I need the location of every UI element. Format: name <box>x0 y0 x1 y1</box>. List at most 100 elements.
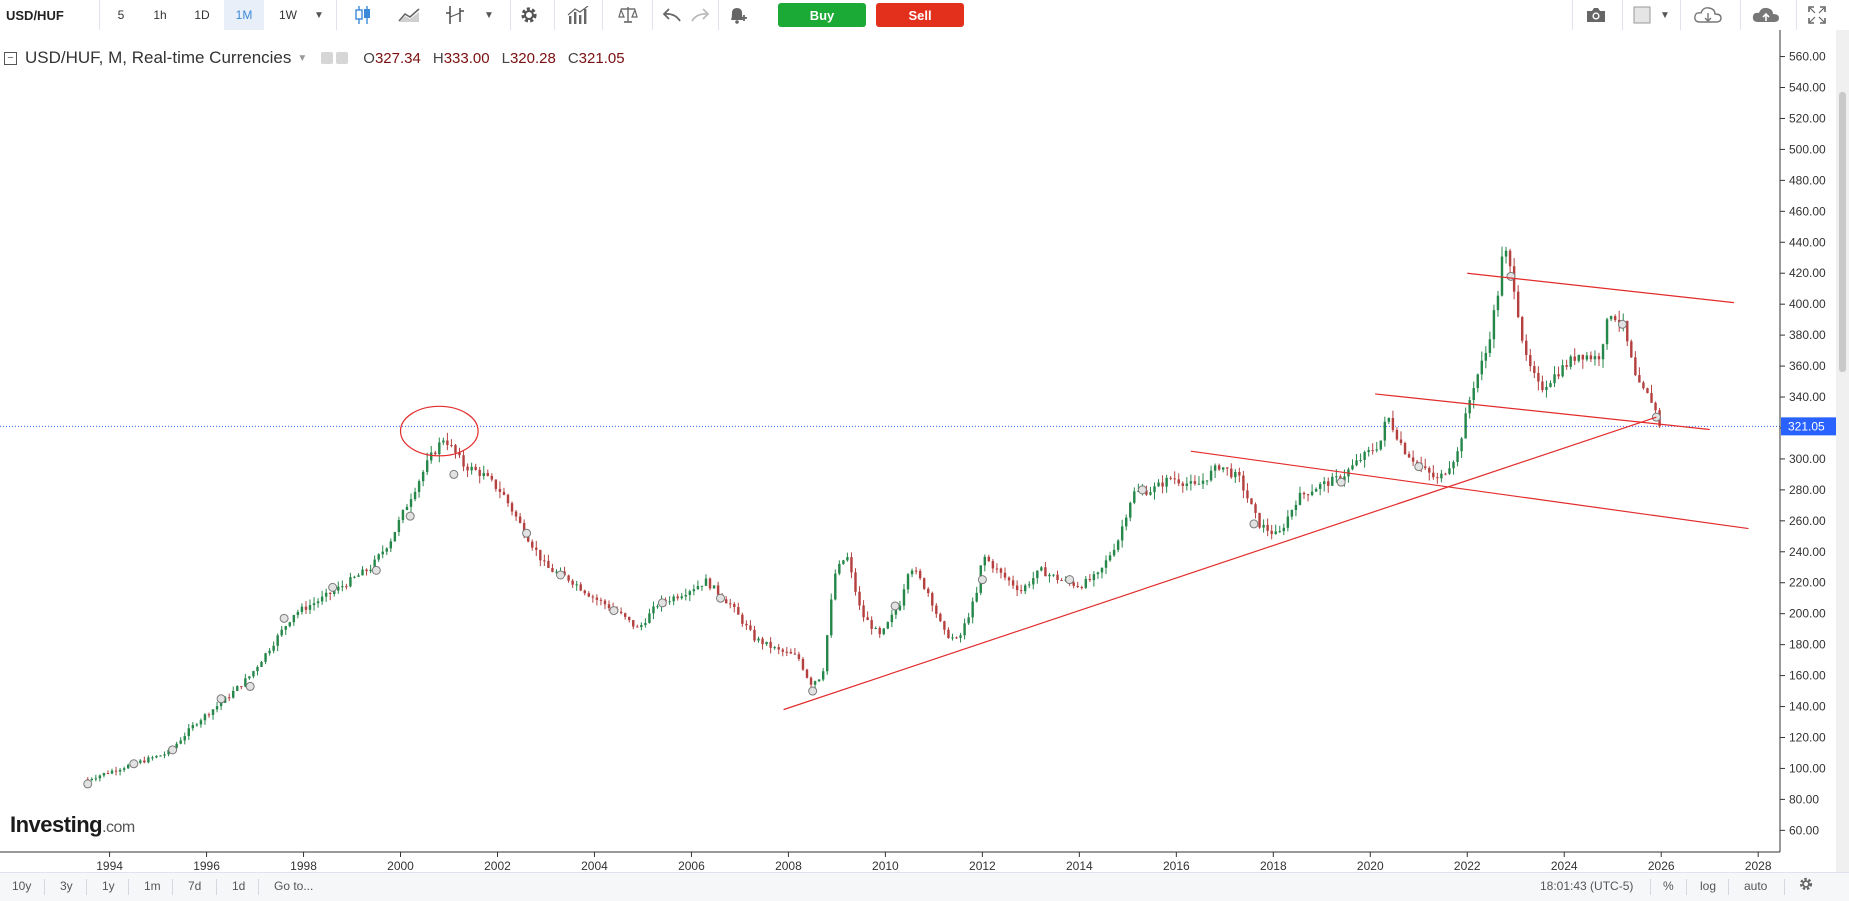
trendline-drawing[interactable] <box>1467 272 1735 304</box>
candle-up <box>874 627 877 629</box>
caret-down-icon[interactable]: ▼ <box>314 9 324 21</box>
event-marker[interactable] <box>449 469 459 479</box>
undo-icon[interactable] <box>658 0 686 30</box>
interval-5[interactable]: 5 <box>117 8 125 22</box>
candle-down <box>1638 375 1641 383</box>
interval-1d[interactable]: 1D <box>194 8 210 22</box>
event-marker[interactable] <box>405 511 415 521</box>
candle-down <box>522 522 526 535</box>
range-1m[interactable]: 1m <box>144 879 161 893</box>
plot-area[interactable] <box>0 30 1780 852</box>
trendline-drawing[interactable] <box>1375 393 1710 431</box>
candle-down <box>1230 468 1233 478</box>
vertical-scrollbar[interactable] <box>1836 30 1849 872</box>
range-10y[interactable]: 10y <box>12 879 32 893</box>
candlestick-icon[interactable] <box>348 0 378 30</box>
event-marker[interactable] <box>216 694 226 704</box>
candle-up <box>1028 584 1031 586</box>
event-marker[interactable] <box>716 593 726 603</box>
collapse-icon[interactable]: − <box>4 51 17 65</box>
candle-up <box>405 506 409 511</box>
event-marker[interactable] <box>522 528 532 538</box>
auto-scale-toggle[interactable]: auto <box>1744 879 1768 893</box>
price-axis-panel[interactable] <box>1780 30 1836 852</box>
candle-up <box>195 724 199 726</box>
event-marker[interactable] <box>1137 485 1147 495</box>
goto-date-button[interactable]: Go to... <box>274 879 314 893</box>
sell-button[interactable]: Sell <box>876 3 964 27</box>
event-marker[interactable] <box>129 759 139 769</box>
scrollbar-thumb[interactable] <box>1839 92 1846 372</box>
trendline-drawing[interactable] <box>783 416 1657 711</box>
event-marker[interactable] <box>657 598 667 608</box>
symbol-search[interactable]: USD/HUF <box>0 0 100 30</box>
event-marker[interactable] <box>808 686 818 696</box>
series-settings-icon[interactable] <box>336 52 349 64</box>
candle-up <box>232 690 235 698</box>
gear-icon[interactable] <box>1798 876 1814 895</box>
event-marker[interactable] <box>890 601 900 611</box>
gear-icon[interactable] <box>514 0 544 30</box>
event-marker[interactable] <box>1617 319 1627 329</box>
event-marker[interactable] <box>556 570 566 580</box>
event-marker[interactable] <box>1065 575 1075 585</box>
event-marker[interactable] <box>609 606 619 616</box>
candle-up <box>1213 465 1217 471</box>
log-scale-toggle[interactable]: log <box>1700 879 1717 893</box>
bell-plus-icon[interactable] <box>722 0 752 30</box>
event-marker[interactable] <box>245 681 255 691</box>
interval-1h[interactable]: 1h <box>153 8 167 22</box>
series-caret-icon[interactable]: ▼ <box>297 52 308 64</box>
buy-button[interactable]: Buy <box>778 3 866 27</box>
redo-icon[interactable] <box>686 0 714 30</box>
event-marker[interactable] <box>1249 519 1259 529</box>
event-marker[interactable] <box>1414 462 1424 472</box>
candle-up <box>163 754 166 756</box>
event-marker[interactable] <box>1506 271 1516 281</box>
cloud-download-icon[interactable] <box>1688 0 1728 30</box>
interval-1w[interactable]: 1W <box>279 8 297 22</box>
percent-scale-toggle[interactable]: % <box>1663 879 1674 893</box>
chart-type-caret-icon[interactable]: ▼ <box>484 9 494 21</box>
candle-up <box>1343 476 1346 481</box>
event-marker[interactable] <box>328 582 338 592</box>
candle-up <box>834 573 837 600</box>
candle-down <box>462 455 465 467</box>
cloud-upload-icon[interactable] <box>1746 0 1786 30</box>
range-1y[interactable]: 1y <box>102 879 115 893</box>
scale-icon[interactable] <box>612 0 644 30</box>
candle-down <box>1371 450 1374 452</box>
camera-icon[interactable] <box>1580 0 1612 30</box>
event-marker[interactable] <box>279 613 289 623</box>
indicators-icon[interactable] <box>440 0 470 30</box>
interval-1m[interactable]: 1M <box>224 0 264 30</box>
candle-down <box>850 557 853 573</box>
candle-up <box>1500 256 1504 296</box>
event-marker[interactable] <box>168 745 178 755</box>
event-marker[interactable] <box>1336 477 1346 487</box>
candle-down <box>749 625 752 630</box>
candle-down <box>866 617 869 621</box>
fullscreen-icon[interactable] <box>1802 0 1832 30</box>
candle-up <box>757 638 760 641</box>
eye-icon[interactable] <box>321 52 334 64</box>
color-caret-icon[interactable]: ▼ <box>1660 9 1670 21</box>
event-marker[interactable] <box>371 565 381 575</box>
candle-up <box>906 574 910 590</box>
range-7d[interactable]: 7d <box>188 879 202 893</box>
range-3y[interactable]: 3y <box>60 879 73 893</box>
range-1d[interactable]: 1d <box>232 879 246 893</box>
candle-down <box>207 714 211 716</box>
series-title[interactable]: USD/HUF, M, Real-time Currencies <box>25 48 292 67</box>
peak-ellipse-drawing[interactable] <box>399 405 479 457</box>
candle-down <box>1642 382 1645 389</box>
trendline-drawing[interactable] <box>1190 450 1749 530</box>
event-marker[interactable] <box>83 779 93 789</box>
event-marker[interactable] <box>977 575 987 585</box>
candle-down <box>607 604 611 608</box>
square-icon[interactable] <box>1630 0 1654 30</box>
line-area-icon[interactable] <box>394 0 424 30</box>
bar-chart-icon[interactable] <box>562 0 594 30</box>
candle-up <box>1452 462 1455 469</box>
